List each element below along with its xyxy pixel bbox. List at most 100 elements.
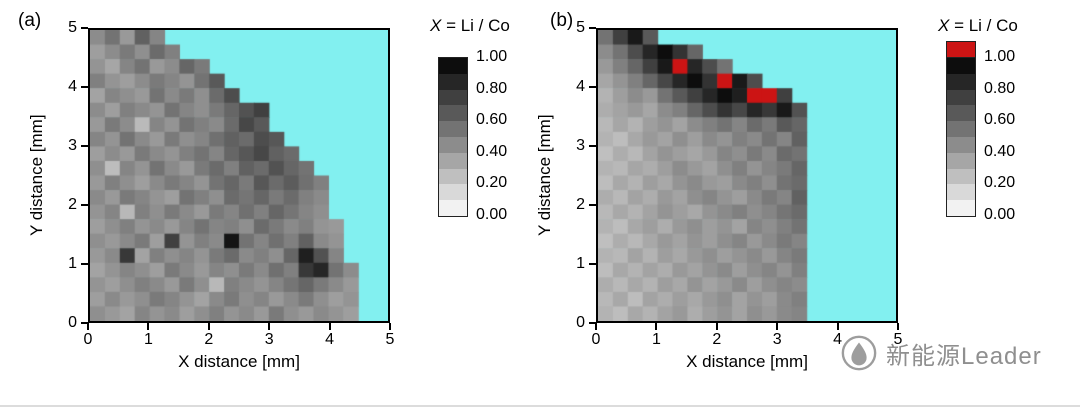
bottom-divider: [0, 405, 1080, 407]
x-tick-label: 5: [893, 331, 903, 348]
panel-a-colorbar-title: X = Li / Co: [430, 16, 510, 36]
panel-a-y-axis-ticks: 0 1 2 3 4 5: [48, 19, 88, 331]
panel-a-x-axis-ticks: 0 1 2 3 4 5: [84, 323, 394, 351]
x-tick-mark: [207, 323, 210, 330]
y-tick-mark: [589, 86, 596, 88]
y-tick-label: 1: [68, 255, 77, 272]
panel-b-y-axis-ticks: 0 1 2 3 4 5: [556, 19, 596, 331]
colorbar-tick-label: 0.60: [984, 111, 1016, 129]
panel-b-x-axis-ticks: 0 1 2 3 4 5: [592, 323, 902, 351]
x-tick-label: 4: [325, 331, 335, 348]
panel-a-y-axis-label: Y distance [mm]: [27, 114, 46, 237]
watermark: 新能源Leader: [840, 334, 1042, 372]
y-tick-mark: [589, 27, 596, 29]
colorbar-tick-label: 0.20: [984, 174, 1016, 192]
x-tick-mark: [655, 323, 658, 330]
panel-a-x-axis-label: X distance [mm]: [178, 352, 300, 371]
x-tick-label: 3: [772, 331, 782, 348]
y-tick-mark: [589, 204, 596, 206]
colorbar-tick-label: 1.00: [476, 48, 508, 65]
y-tick-label: 0: [68, 314, 77, 331]
colorbar-band: [439, 136, 467, 153]
panel-b-x-axis-label: X distance [mm]: [686, 352, 808, 371]
y-tick-label: 2: [576, 196, 585, 213]
colorbar-tick-label: 0.00: [476, 206, 508, 223]
colorbar-band: [439, 152, 467, 169]
colorbar-band: [947, 89, 975, 106]
x-tick-mark: [595, 323, 597, 330]
x-tick-label: 0: [591, 331, 601, 348]
x-tick-mark: [328, 323, 331, 330]
panel-a-label: (a): [18, 10, 42, 31]
panel-b-label: (b): [550, 10, 574, 31]
colorbar-tick-label: 1.00: [984, 48, 1016, 65]
x-tick-mark: [389, 323, 391, 330]
x-tick-label: 1: [651, 331, 661, 348]
panel-b-heatmap: [598, 30, 896, 321]
y-tick-label: 5: [68, 19, 77, 36]
colorbar-band: [947, 121, 975, 137]
x-tick-mark: [268, 323, 271, 330]
colorbar-band: [439, 58, 467, 74]
y-tick-label: 1: [576, 255, 585, 272]
colorbar-band: [439, 200, 467, 216]
colorbar-band: [947, 58, 975, 74]
x-tick-label: 4: [833, 331, 843, 348]
colorbar-band: [947, 168, 975, 185]
x-tick-mark: [715, 323, 718, 330]
y-tick-mark: [81, 86, 88, 88]
colorbar-band: [439, 184, 467, 201]
y-tick-label: 3: [576, 137, 585, 154]
colorbar-title-text: = Li / Co: [441, 16, 510, 35]
x-tick-label: 1: [143, 331, 153, 348]
y-tick-label: 4: [68, 78, 77, 95]
colorbar-tick-label: 0.40: [476, 142, 508, 160]
x-tick-mark: [147, 323, 150, 330]
colorbar-title-variable: X: [938, 16, 950, 35]
colorbar-tick-label: 0.20: [476, 174, 508, 192]
colorbar-band: [439, 105, 467, 122]
y-tick-mark: [81, 145, 88, 147]
x-tick-label: 0: [83, 331, 93, 348]
colorbar-band: [947, 200, 975, 216]
panel-a-colorbar: [438, 57, 468, 217]
panel-a-colorbar-labels: 1.00 0.80 0.60 0.40 0.20 0.00: [476, 48, 526, 223]
panel-b-colorbar-overflow-block: [946, 41, 976, 58]
y-tick-mark: [589, 145, 596, 147]
colorbar-band: [947, 136, 975, 153]
colorbar-band: [439, 121, 467, 137]
watermark-logo-icon: [841, 335, 877, 371]
y-tick-mark: [81, 322, 88, 324]
panel-b-y-axis-label: Y distance [mm]: [535, 114, 554, 237]
colorbar-band: [947, 105, 975, 122]
colorbar-band: [947, 152, 975, 169]
colorbar-title-variable: X: [430, 16, 442, 35]
panel-a-plot-area: [88, 28, 390, 323]
watermark-text: 新能源Leader: [886, 342, 1042, 370]
x-tick-label: 5: [385, 331, 395, 348]
x-tick-mark: [897, 323, 899, 330]
y-tick-mark: [589, 322, 596, 324]
x-tick-label: 2: [204, 331, 214, 348]
y-tick-label: 5: [576, 19, 585, 36]
y-tick-label: 0: [576, 314, 585, 331]
colorbar-band: [947, 73, 975, 90]
y-tick-mark: [81, 263, 88, 265]
y-tick-label: 2: [68, 196, 77, 213]
colorbar-tick-label: 0.00: [984, 206, 1016, 223]
x-tick-label: 2: [712, 331, 722, 348]
x-tick-label: 3: [264, 331, 274, 348]
x-tick-mark: [836, 323, 839, 330]
panel-b-plot-area: [596, 28, 898, 323]
y-tick-label: 3: [68, 137, 77, 154]
colorbar-tick-label: 0.60: [476, 111, 508, 129]
panel-b-colorbar: [946, 57, 976, 217]
y-tick-label: 4: [576, 78, 585, 95]
colorbar-band: [439, 168, 467, 185]
panel-b-colorbar-title: X = Li / Co: [938, 16, 1018, 36]
colorbar-tick-label: 0.40: [984, 142, 1016, 160]
panel-a-heatmap: [90, 30, 388, 321]
y-tick-mark: [589, 263, 596, 265]
colorbar-band: [947, 184, 975, 201]
